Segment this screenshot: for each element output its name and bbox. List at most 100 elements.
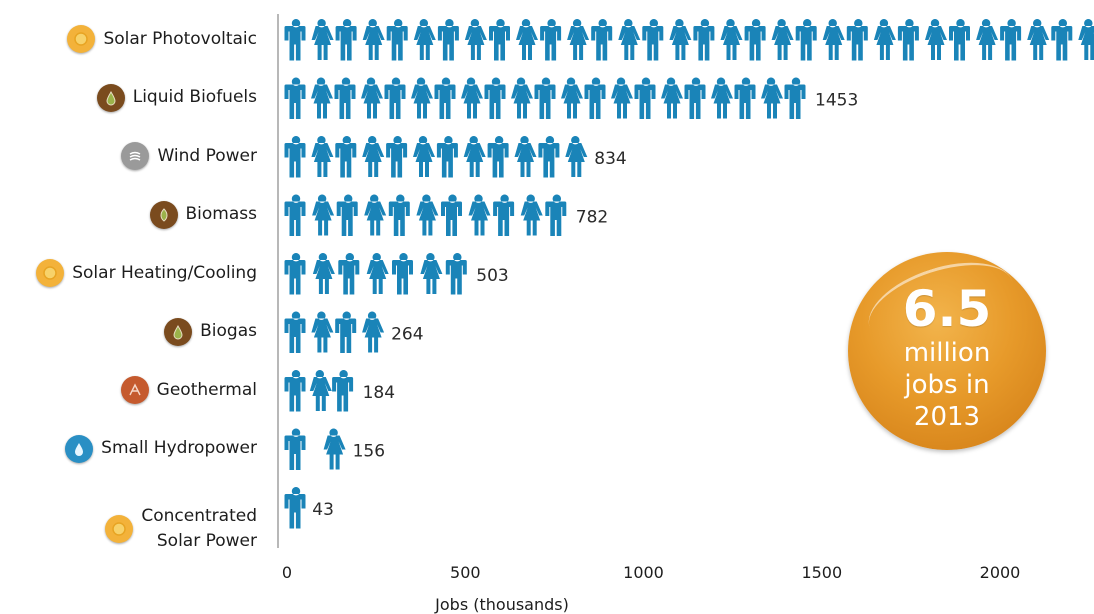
water-drop-icon [65,434,94,463]
person-figure [489,19,510,61]
person-figure-female [366,253,389,294]
person-figure [335,19,357,61]
person-figure [538,136,560,178]
category-row-7: Geothermal [120,375,257,405]
solar-icon [36,259,65,287]
value-label-2: 1453 [815,91,858,111]
category-label-line: Wind Power [157,145,257,166]
person-figure-female [1078,19,1094,60]
person-figure [445,253,467,295]
person-figure [284,253,306,295]
category-row-1: Solar Photovoltaic [67,24,257,54]
category-row-8: Small Hydropower [65,434,257,464]
bar-4 [284,194,567,236]
x-axis-title: Jobs (thousands) [434,595,569,614]
person-figure-female [720,19,743,60]
person-figure [284,487,306,529]
person-figure [693,19,715,61]
x-tick-label-0: 0 [282,563,292,582]
person-figure-female [312,194,335,236]
person-figure [332,370,354,412]
person-figure [744,19,766,61]
person-figure [284,77,306,119]
person-figure [334,77,356,119]
biomass-leaf-icon [149,200,178,229]
person-figure [1000,19,1022,61]
person-figure-female [362,19,385,60]
x-axis-ticks: 0 500 1000 1500 2000 [282,563,1020,582]
person-figure-female [364,194,387,236]
category-label-6: Biogas [200,319,257,344]
person-figure [795,19,817,61]
person-figure [784,77,806,119]
person-figure [484,77,506,119]
bar-7 [284,370,354,412]
person-figure [335,136,357,178]
person-figure-female [516,19,538,60]
person-figure-female [873,19,896,60]
category-label-1: Solar Photovoltaic [103,27,257,52]
wind-icon [121,142,150,170]
person-figure [388,194,410,236]
person-figure [591,19,613,61]
badge-value: 6.5 [902,280,992,338]
person-figure [487,136,509,178]
category-row-4: Biomass [149,200,257,230]
x-tick-label-1000: 1000 [623,563,664,582]
category-labels: Solar Photovoltaic Liquid Biofuels Wind Po… [0,0,275,560]
category-label-line: Biomass [185,204,257,225]
person-figure-female [976,19,999,60]
bar-marks: 2273145383478250326418415643 [284,19,1094,529]
person-figure-female [362,136,385,177]
person-figure [734,77,756,119]
person-figure [386,19,408,61]
person-figure [540,19,562,61]
value-label-5: 503 [476,266,508,286]
value-label-6: 264 [391,325,423,345]
category-row-3: Wind Power [121,141,257,171]
category-label-3: Wind Power [157,144,257,169]
category-row-6: Biogas [164,317,257,347]
person-figure [634,77,656,119]
person-figure-female [561,77,583,119]
value-label-8: 156 [353,442,385,462]
bar-8 [284,428,346,470]
person-figure-female [565,136,588,177]
category-label-line: Geothermal [156,379,257,400]
category-label-2: Liquid Biofuels [133,85,257,110]
bar-2 [284,77,806,119]
person-figure-female [661,77,683,119]
person-figure-female [669,19,692,60]
person-figure [846,19,868,61]
category-label-line: Solar Photovoltaic [103,28,257,49]
person-figure [684,77,706,119]
x-tick-label-1500: 1500 [801,563,842,582]
person-figure [584,77,606,119]
solar-icon [67,25,96,53]
person-figure [534,77,556,119]
person-figure [1051,19,1073,61]
person-figure [436,136,458,178]
person-figure [493,194,515,236]
value-label-4: 782 [576,208,608,228]
person-figure-female [514,136,537,177]
person-figure [949,19,970,61]
category-row-9: Concentrated Solar Power [105,503,257,555]
person-figure-female [463,136,486,177]
biogas-drop-icon [164,317,193,346]
person-figure-female [413,19,436,60]
person-figure-female [925,19,947,60]
person-figure [897,19,919,61]
badge-line-jobs-in: jobs in [904,370,990,400]
category-label-4: Biomass [186,202,257,227]
person-figure-female [413,136,435,177]
biofuel-drop-icon [96,83,125,112]
geothermal-icon [120,376,149,404]
person-figure-female [309,370,332,411]
category-label-7: Geothermal [157,378,257,403]
person-figure [441,194,462,236]
badge-line-year: 2013 [913,402,981,432]
category-row-5: Solar Heating/Cooling [36,258,257,288]
value-label-7: 184 [363,383,395,403]
person-figure-female [711,77,733,119]
